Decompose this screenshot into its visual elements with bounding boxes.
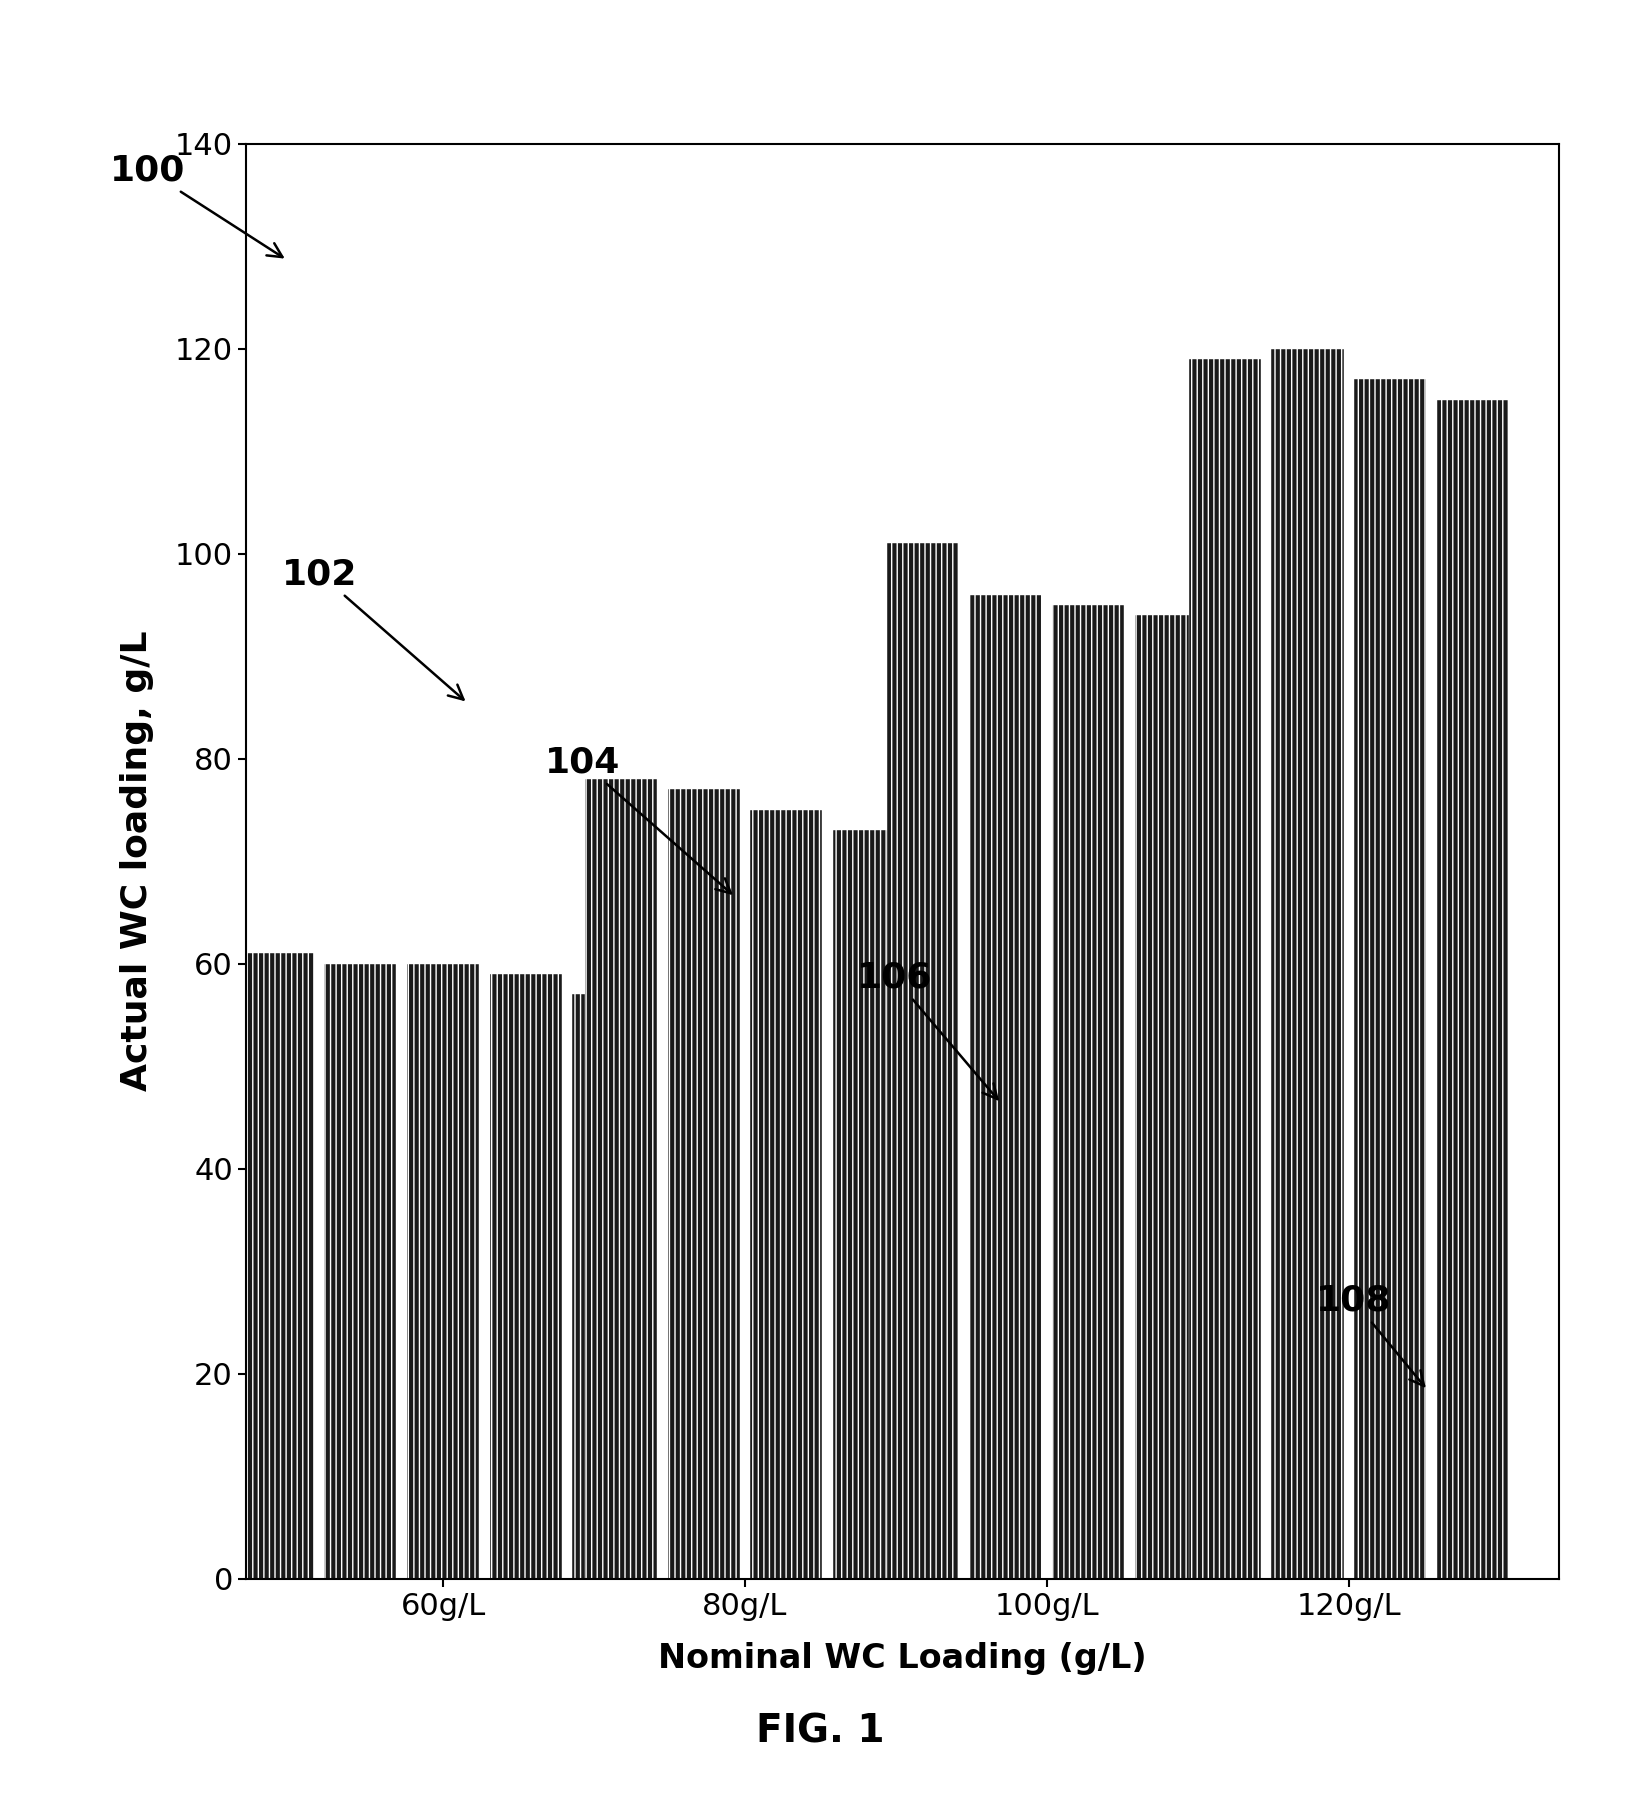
Bar	[1188, 359, 1260, 1579]
Bar	[241, 953, 313, 1579]
Text: 108: 108	[1316, 1285, 1424, 1387]
Bar	[886, 544, 958, 1579]
Bar	[970, 594, 1042, 1579]
Text: 106: 106	[857, 962, 998, 1100]
Y-axis label: Actual WC loading, g/L: Actual WC loading, g/L	[120, 631, 154, 1091]
Text: 100: 100	[110, 154, 282, 257]
Bar	[1354, 379, 1426, 1579]
X-axis label: Nominal WC Loading (g/L): Nominal WC Loading (g/L)	[658, 1642, 1147, 1676]
Bar	[1272, 348, 1344, 1579]
Bar	[1438, 400, 1510, 1579]
Bar	[584, 779, 656, 1579]
Bar	[750, 809, 822, 1579]
Bar	[573, 994, 645, 1579]
Bar	[489, 974, 561, 1579]
Text: 102: 102	[282, 558, 463, 700]
Bar	[668, 789, 740, 1579]
Bar	[407, 963, 479, 1579]
Bar	[1136, 615, 1208, 1579]
Bar	[1052, 605, 1124, 1579]
Bar	[834, 831, 906, 1579]
Bar	[325, 963, 397, 1579]
Text: FIG. 1: FIG. 1	[757, 1711, 884, 1751]
Text: 104: 104	[545, 746, 730, 893]
